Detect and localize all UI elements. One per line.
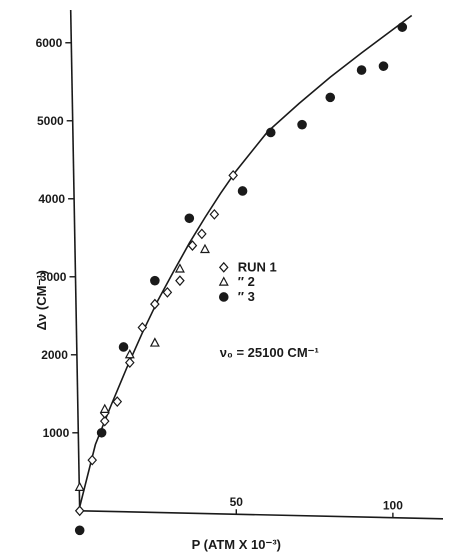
x-tick-label: 50	[230, 495, 244, 509]
x-axis-line	[79, 509, 444, 520]
data-point-series-1	[162, 286, 173, 298]
legend-label-1: RUN 1	[238, 259, 277, 274]
data-point-series-1	[197, 228, 207, 240]
annotation-nu0: ν₀ = 25100 CM⁻¹	[220, 345, 319, 360]
y-tick-label: 2000	[41, 348, 68, 362]
data-point-series-2	[174, 263, 185, 273]
data-point-series-3	[184, 213, 195, 224]
data-point-series-3	[265, 127, 276, 138]
x-tick-label: 100	[383, 499, 403, 513]
data-point-series-1	[150, 298, 160, 310]
axis-ticks: 1000 2000 3000 4000 5000 6000 50 100	[36, 36, 403, 518]
x-axis-title: P (ATM X 10⁻³)	[192, 537, 281, 552]
data-point-series-1	[74, 505, 85, 517]
data-point-series-3	[237, 186, 248, 196]
y-axis-title: Δν (CM⁻¹)	[34, 270, 49, 330]
data-point-series-1	[125, 357, 135, 368]
data-point-series-2	[199, 243, 210, 254]
data-point-series-3	[397, 22, 408, 32]
data-point-series-1	[112, 396, 123, 407]
data-point-series-3	[297, 119, 307, 130]
y-tick-label: 4000	[38, 192, 65, 206]
data-point-series-3	[356, 65, 367, 75]
legend-marker-2	[218, 276, 229, 286]
data-point-series-2	[149, 337, 160, 347]
data-point-series-1	[209, 208, 220, 220]
legend-marker-3	[218, 292, 229, 302]
data-point-series-1	[87, 454, 98, 466]
legend: RUN 1″ 2″ 3	[218, 259, 277, 304]
data-point-series-3	[96, 427, 107, 438]
legend-label-2: ″ 2	[238, 274, 255, 289]
axes	[69, 9, 444, 520]
data-point-series-2	[99, 403, 110, 413]
data-point-series-1	[175, 275, 185, 287]
data-point-series-2	[124, 349, 135, 359]
y-axis-line	[69, 9, 81, 511]
data-point-series-3	[378, 61, 389, 71]
data-point-series-3	[150, 275, 160, 286]
data-point-series-2	[74, 481, 85, 491]
data-point-series-3	[118, 342, 129, 352]
y-tick-label: 3000	[40, 270, 67, 284]
data-point-series-3	[74, 525, 85, 536]
legend-label-3: ″ 3	[238, 289, 255, 304]
y-tick-label: 6000	[36, 36, 63, 50]
y-tick-label: 1000	[43, 426, 70, 440]
data-points	[74, 22, 408, 536]
data-point-series-3	[325, 92, 336, 103]
data-point-series-1	[187, 240, 198, 251]
y-tick-label: 5000	[37, 114, 64, 128]
data-point-series-1	[137, 322, 148, 333]
data-point-series-1	[99, 415, 110, 427]
fit-curve	[78, 14, 413, 508]
data-point-series-1	[228, 169, 238, 181]
legend-marker-1	[218, 261, 229, 273]
